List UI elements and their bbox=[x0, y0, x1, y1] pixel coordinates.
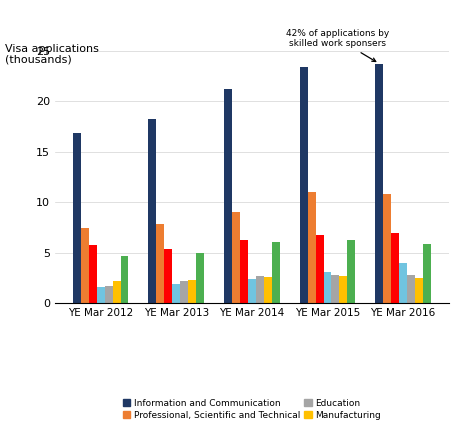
Bar bbox=[232, 212, 240, 303]
Bar bbox=[148, 119, 157, 303]
Bar bbox=[256, 276, 264, 303]
Bar bbox=[300, 67, 308, 303]
Bar bbox=[196, 253, 204, 303]
Bar bbox=[423, 243, 431, 303]
Bar bbox=[104, 286, 113, 303]
Bar bbox=[113, 281, 120, 303]
Bar bbox=[157, 224, 164, 303]
Bar bbox=[407, 275, 415, 303]
Text: 42% of applications by
skilled work sponsers: 42% of applications by skilled work spon… bbox=[286, 29, 389, 61]
Text: Visa applications: Visa applications bbox=[5, 44, 98, 54]
Bar bbox=[376, 64, 383, 303]
Bar bbox=[188, 280, 196, 303]
Bar bbox=[383, 194, 391, 303]
Bar bbox=[264, 277, 272, 303]
Bar bbox=[347, 240, 355, 303]
Bar bbox=[172, 284, 180, 303]
Bar bbox=[81, 228, 89, 303]
Bar bbox=[415, 278, 423, 303]
Bar bbox=[272, 242, 280, 303]
Bar bbox=[73, 133, 81, 303]
Bar bbox=[399, 263, 407, 303]
Bar bbox=[308, 192, 316, 303]
Bar bbox=[316, 235, 323, 303]
Bar bbox=[332, 275, 339, 303]
Bar bbox=[164, 248, 172, 303]
Text: (thousands): (thousands) bbox=[5, 55, 71, 65]
Bar bbox=[240, 240, 248, 303]
Bar bbox=[97, 287, 104, 303]
Bar bbox=[89, 245, 97, 303]
Bar bbox=[248, 279, 256, 303]
Bar bbox=[323, 272, 332, 303]
Bar bbox=[391, 233, 399, 303]
Bar bbox=[180, 281, 188, 303]
Bar bbox=[120, 256, 128, 303]
Legend: Information and Communication, Professional, Scientific and Technical, Financial: Information and Communication, Professio… bbox=[123, 399, 381, 421]
Bar bbox=[339, 276, 347, 303]
Bar bbox=[224, 89, 232, 303]
